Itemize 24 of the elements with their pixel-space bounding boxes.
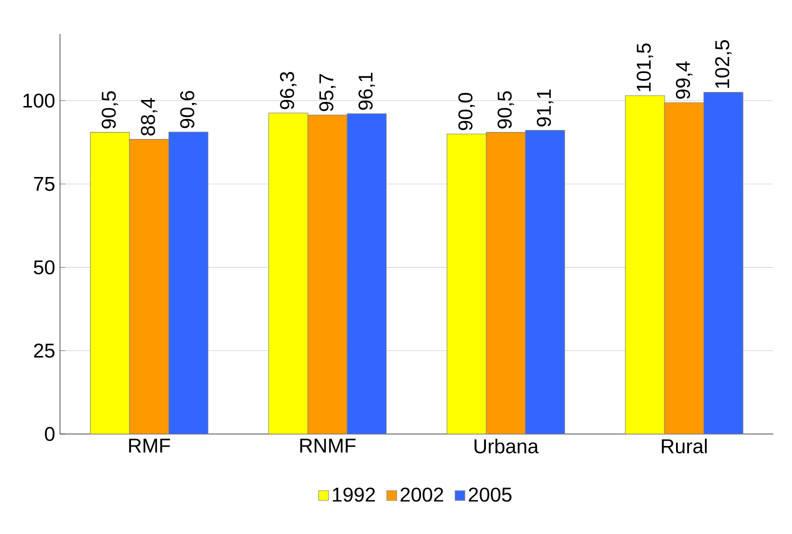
- data-label: 101,5: [636, 44, 654, 92]
- data-label: 95,7: [319, 74, 336, 112]
- y-tick-label: 75: [34, 177, 54, 191]
- data-label: 96,1: [358, 72, 375, 110]
- data-label: 91,1: [536, 89, 554, 126]
- x-tick-label: Urbana: [474, 438, 539, 454]
- x-tick-label: Rural: [662, 438, 707, 454]
- x-tick-label: RMF: [129, 438, 170, 452]
- y-tick-label: 25: [34, 344, 54, 358]
- data-label: 90,6: [180, 91, 197, 128]
- y-tick-label: 100: [23, 94, 54, 108]
- data-label: 88,4: [140, 98, 158, 136]
- data-label: 102,5: [715, 40, 732, 88]
- data-label: 90,0: [458, 92, 475, 130]
- legend-label: 1992: [332, 488, 375, 502]
- data-label: 90,5: [498, 91, 514, 128]
- data-label: 90,5: [102, 91, 118, 128]
- legend-label: 2005: [468, 488, 512, 502]
- y-tick-label: 50: [34, 260, 54, 274]
- x-tick-label: RNMF: [300, 438, 356, 452]
- legend-label: 2002: [400, 488, 444, 502]
- data-label: 99,4: [676, 61, 692, 99]
- y-tick-label: 0: [44, 426, 55, 442]
- data-label: 96,3: [280, 72, 297, 110]
